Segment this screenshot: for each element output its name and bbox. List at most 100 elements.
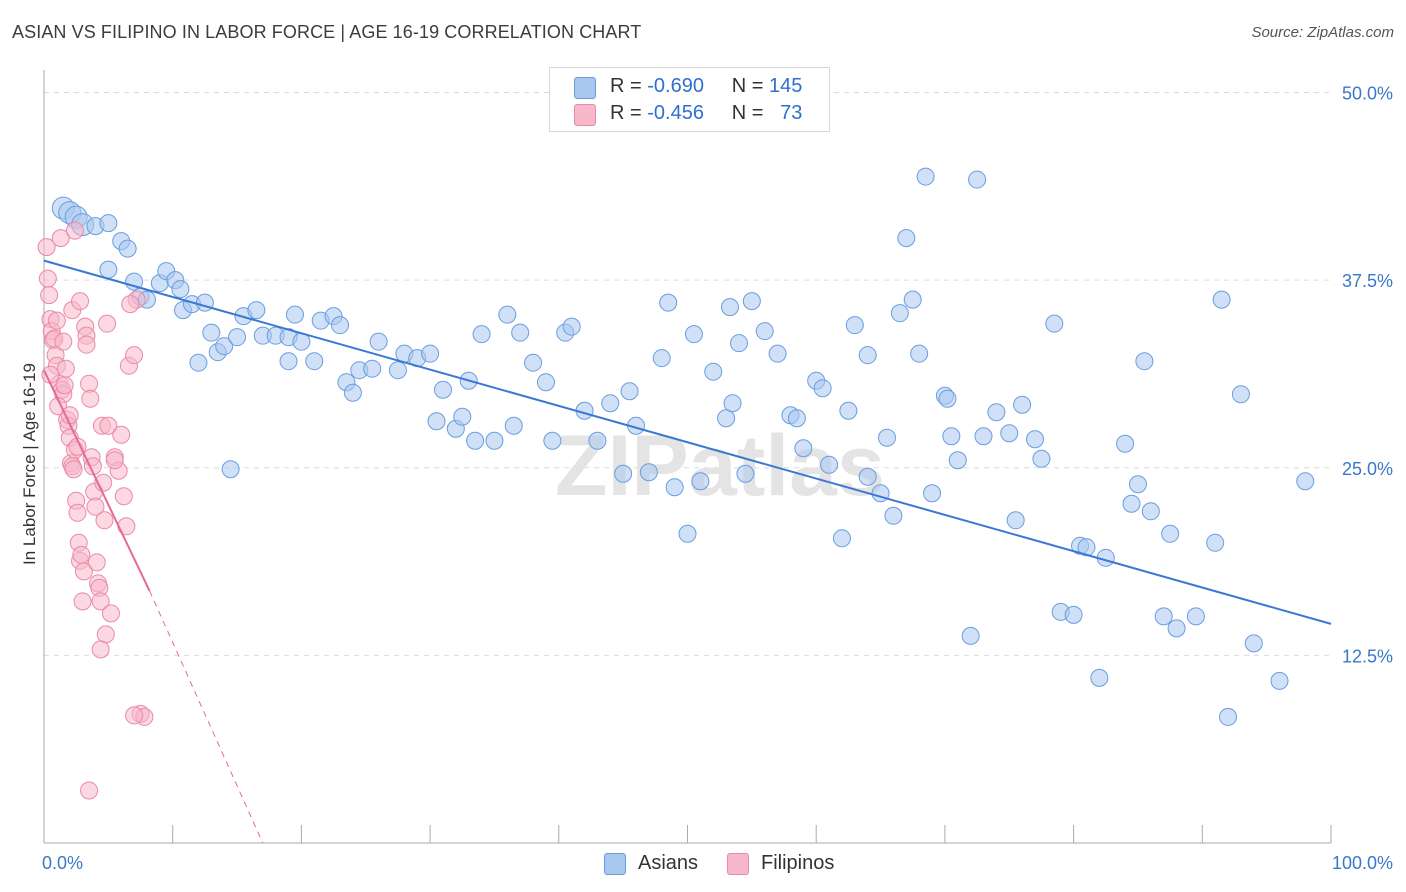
asian-point: [1206, 533, 1225, 552]
asian-point: [215, 337, 234, 356]
filipino-trend-line: [43, 369, 151, 592]
legend-n-label: N =: [731, 75, 764, 97]
asian-point: [601, 394, 620, 413]
asian-point: [968, 170, 987, 189]
x-tick-label: 0.0%: [42, 853, 83, 873]
filipino-point: [91, 592, 110, 611]
asian-point: [620, 382, 639, 401]
filipino-point: [41, 365, 60, 384]
asian-point: [787, 409, 806, 428]
asian-trend-line: [43, 259, 1332, 625]
asian-point: [1000, 424, 1019, 443]
asian-point: [485, 431, 504, 450]
asian-point: [832, 529, 851, 548]
asian-point: [1090, 668, 1109, 687]
asian-point: [466, 431, 485, 450]
asian-point: [305, 352, 324, 371]
legend-n-label: N =: [731, 102, 764, 124]
filipino-trend-extension: [149, 590, 264, 844]
filipino-point: [87, 553, 106, 572]
filipino-point: [101, 604, 120, 623]
asian-point: [369, 332, 388, 351]
asian-point: [890, 304, 909, 323]
y-tick-labels: 12.5% 25.0% 37.5% 50.0%: [1342, 84, 1393, 667]
asian-point: [189, 353, 208, 372]
asian-point: [948, 451, 967, 470]
filipino-point: [125, 706, 144, 725]
filipino-point: [80, 374, 99, 393]
asian-point: [717, 409, 736, 428]
asian-point: [247, 301, 266, 320]
source-label: Source: ZipAtlas.com: [1251, 24, 1394, 41]
asian-point: [285, 305, 304, 324]
asian-point: [1296, 472, 1315, 491]
asian-point: [421, 344, 440, 363]
y-tick-label: 37.5%: [1342, 271, 1393, 291]
asian-point: [388, 361, 407, 380]
asian-point: [279, 352, 298, 371]
x-tick-labels: 0.0% 100.0%: [42, 853, 1393, 873]
filipino-point: [91, 640, 110, 659]
asian-point: [794, 439, 813, 458]
asian-point: [614, 464, 633, 483]
asian-point: [938, 389, 957, 408]
asian-point: [562, 317, 581, 336]
asian-point: [228, 328, 247, 347]
asian-point: [543, 431, 562, 450]
asian-point: [1116, 434, 1135, 453]
asian-point: [1122, 494, 1141, 513]
asian-point: [498, 305, 517, 324]
filipino-point: [47, 311, 66, 330]
correlation-legend: R = -0.690 N = 145 R = -0.456 N = 73: [549, 67, 830, 132]
asian-point: [729, 334, 748, 353]
filipino-point: [99, 416, 118, 435]
filipino-point: [38, 269, 57, 288]
asian-point: [1025, 430, 1044, 449]
data-points: [37, 167, 1315, 800]
asian-point: [987, 403, 1006, 422]
axes: [43, 70, 1332, 844]
legend-swatch-filipinos: [574, 104, 596, 126]
asian-point: [845, 316, 864, 335]
filipino-point: [95, 511, 114, 530]
filipino-point: [72, 545, 91, 564]
filipino-point: [56, 359, 75, 378]
asian-point: [1219, 707, 1238, 726]
legend-n-value: 73: [780, 102, 803, 124]
asian-point: [736, 464, 755, 483]
asian-point: [665, 478, 684, 497]
legend-r-label: R =: [610, 75, 642, 97]
asian-point: [433, 380, 452, 399]
asian-point: [923, 484, 942, 503]
asian-point: [472, 325, 491, 344]
asian-point: [511, 323, 530, 342]
filipino-point: [125, 346, 144, 365]
asian-point: [755, 322, 774, 341]
gridlines: [44, 92, 1331, 656]
y-tick-label: 25.0%: [1342, 459, 1393, 479]
asian-point: [1045, 314, 1064, 333]
asian-point: [1128, 475, 1147, 494]
asian-point: [1135, 352, 1154, 371]
asian-point: [524, 353, 543, 372]
asian-point: [910, 344, 929, 363]
asian-point: [723, 394, 742, 413]
asian-point: [858, 346, 877, 365]
y-tick-label: 12.5%: [1342, 646, 1393, 666]
asian-point: [916, 167, 935, 186]
asian-point: [1231, 385, 1250, 404]
legend-swatch-asians: [604, 853, 626, 875]
asian-point: [942, 427, 961, 446]
asian-point: [903, 290, 922, 309]
filipino-point: [65, 221, 84, 240]
legend-swatch-filipinos: [727, 853, 749, 875]
filipino-point: [96, 625, 115, 644]
filipino-point: [71, 292, 90, 311]
asian-point: [678, 524, 697, 543]
filipino-point: [77, 335, 96, 354]
asian-point: [363, 359, 382, 378]
asian-point: [221, 460, 240, 479]
asian-point: [171, 280, 190, 299]
filipino-point: [64, 460, 83, 479]
